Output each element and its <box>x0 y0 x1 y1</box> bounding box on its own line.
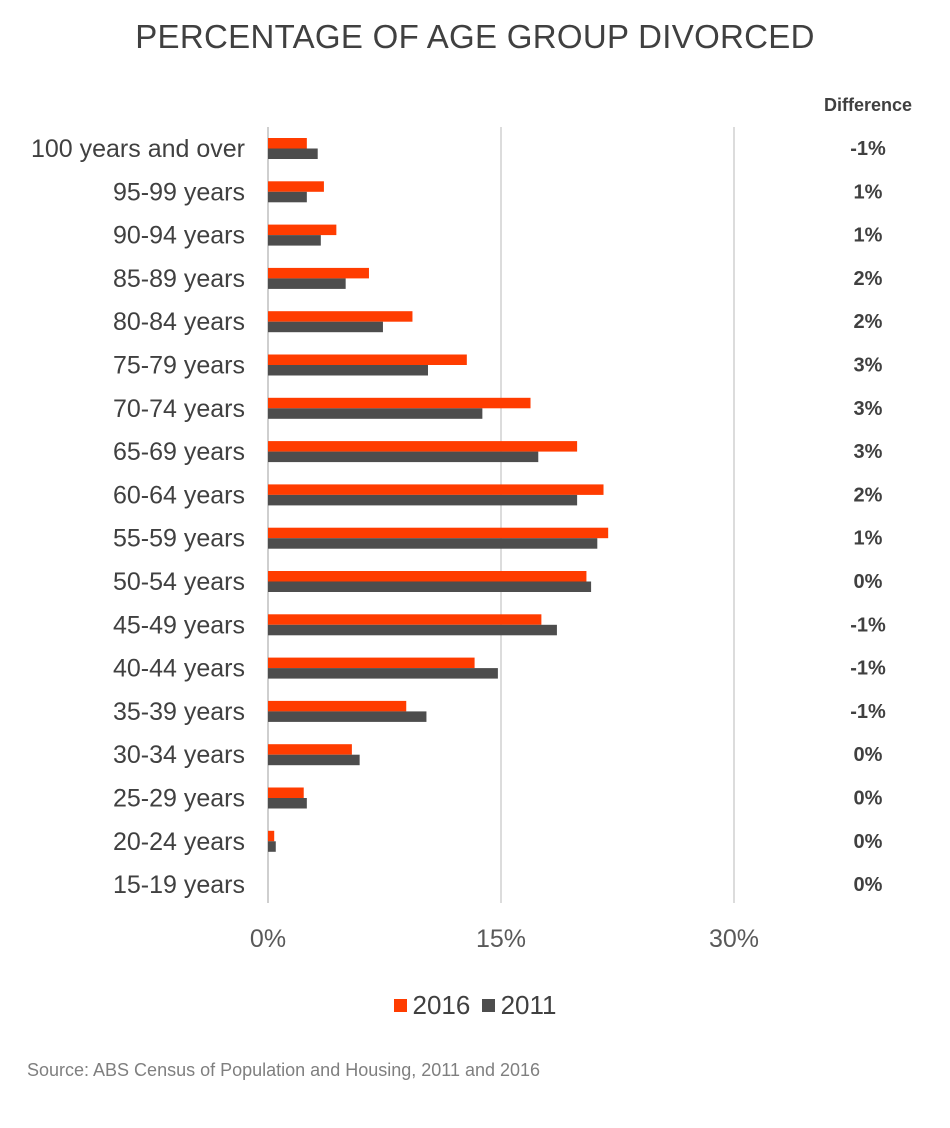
bar-2011 <box>268 798 307 809</box>
category-label: 60-64 years <box>113 481 245 509</box>
difference-value: 1% <box>854 528 883 550</box>
difference-value: 0% <box>854 744 883 766</box>
bar-2016 <box>268 700 407 712</box>
legend-swatch-2011 <box>481 999 495 1012</box>
category-label: 35-39 years <box>113 698 245 726</box>
bar-2011 <box>268 754 360 766</box>
x-tick-label: 30% <box>709 925 759 953</box>
category-label: 85-89 years <box>113 265 245 293</box>
difference-value: 3% <box>854 441 883 463</box>
legend-label-2016: 2016 <box>412 990 471 1020</box>
bar-2016 <box>268 311 413 322</box>
category-label: 45-49 years <box>113 611 245 639</box>
x-tick-label: 15% <box>476 925 526 953</box>
difference-header: Difference <box>824 95 912 115</box>
category-label: 80-84 years <box>113 308 245 336</box>
category-label: 20-24 years <box>113 828 245 856</box>
x-tick-label: 0% <box>250 925 286 953</box>
legend-item-2016: 2016 <box>393 990 471 1021</box>
bar-chart: 0% 15% 30% Difference 100 years and over -1% 9… <box>31 95 912 953</box>
bar-2011 <box>268 321 383 333</box>
bar-2011 <box>268 668 498 679</box>
bar-2011 <box>268 235 321 246</box>
legend: 2016 2011 <box>0 988 950 1021</box>
difference-value: 3% <box>854 398 883 420</box>
category-label: 15-19 years <box>113 871 245 899</box>
bar-2011 <box>268 191 307 203</box>
category-label: 70-74 years <box>113 395 245 423</box>
chart-title: PERCENTAGE OF AGE GROUP DIVORCED <box>135 18 815 55</box>
bar-2016 <box>268 484 604 495</box>
bar-2016 <box>268 267 369 279</box>
difference-value: -1% <box>850 614 886 636</box>
category-label: 65-69 years <box>113 438 245 466</box>
bar-2016 <box>268 571 587 582</box>
difference-value: 0% <box>854 788 883 810</box>
bar-2016 <box>268 787 304 798</box>
difference-value: -1% <box>850 138 886 160</box>
bar-2011 <box>268 494 578 506</box>
category-label: 95-99 years <box>113 178 245 206</box>
bar-2016 <box>268 181 324 192</box>
bar-2011 <box>268 538 598 549</box>
difference-value: 3% <box>854 355 883 377</box>
difference-value: -1% <box>850 658 886 680</box>
legend-item-2011: 2011 <box>481 990 557 1021</box>
legend-swatch-2016 <box>393 999 407 1012</box>
bar-2011 <box>268 841 276 852</box>
bar-2016 <box>268 527 609 539</box>
category-label: 50-54 years <box>113 568 245 596</box>
difference-value: 0% <box>854 874 883 896</box>
difference-value: 0% <box>854 571 883 593</box>
category-label: 90-94 years <box>113 222 245 250</box>
bar-2011 <box>268 408 483 419</box>
bar-2011 <box>268 148 318 159</box>
bar-2011 <box>268 451 539 463</box>
bar-2016 <box>268 614 542 625</box>
category-label: 30-34 years <box>113 741 245 769</box>
bar-2011 <box>268 278 346 289</box>
bar-2016 <box>268 354 467 365</box>
bar-2011 <box>268 365 428 376</box>
category-label: 40-44 years <box>113 655 245 683</box>
source-note: Source: ABS Census of Population and Hou… <box>27 1060 541 1080</box>
bar-2016 <box>268 830 275 842</box>
bar-2011 <box>268 624 557 636</box>
difference-value: 0% <box>854 831 883 853</box>
bar-2016 <box>268 224 337 236</box>
difference-value: 1% <box>854 225 883 247</box>
bar-2016 <box>268 657 475 669</box>
difference-value: 2% <box>854 311 883 333</box>
difference-value: 2% <box>854 484 883 506</box>
legend-label-2011: 2011 <box>500 990 557 1020</box>
bar-2011 <box>268 581 592 592</box>
category-label: 25-29 years <box>113 785 245 813</box>
category-label: 55-59 years <box>113 525 245 553</box>
difference-value: 2% <box>854 268 883 290</box>
bar-2016 <box>268 138 307 149</box>
bar-2016 <box>268 744 352 755</box>
bar-2016 <box>268 397 531 409</box>
difference-value: -1% <box>850 701 886 723</box>
bar-2016 <box>268 441 578 452</box>
category-label: 75-79 years <box>113 352 245 380</box>
difference-value: 1% <box>854 181 883 203</box>
bar-2011 <box>268 711 427 722</box>
category-label: 100 years and over <box>31 135 245 163</box>
